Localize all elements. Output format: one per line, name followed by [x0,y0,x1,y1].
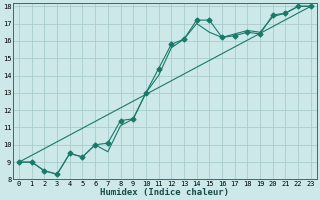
X-axis label: Humidex (Indice chaleur): Humidex (Indice chaleur) [100,188,229,197]
